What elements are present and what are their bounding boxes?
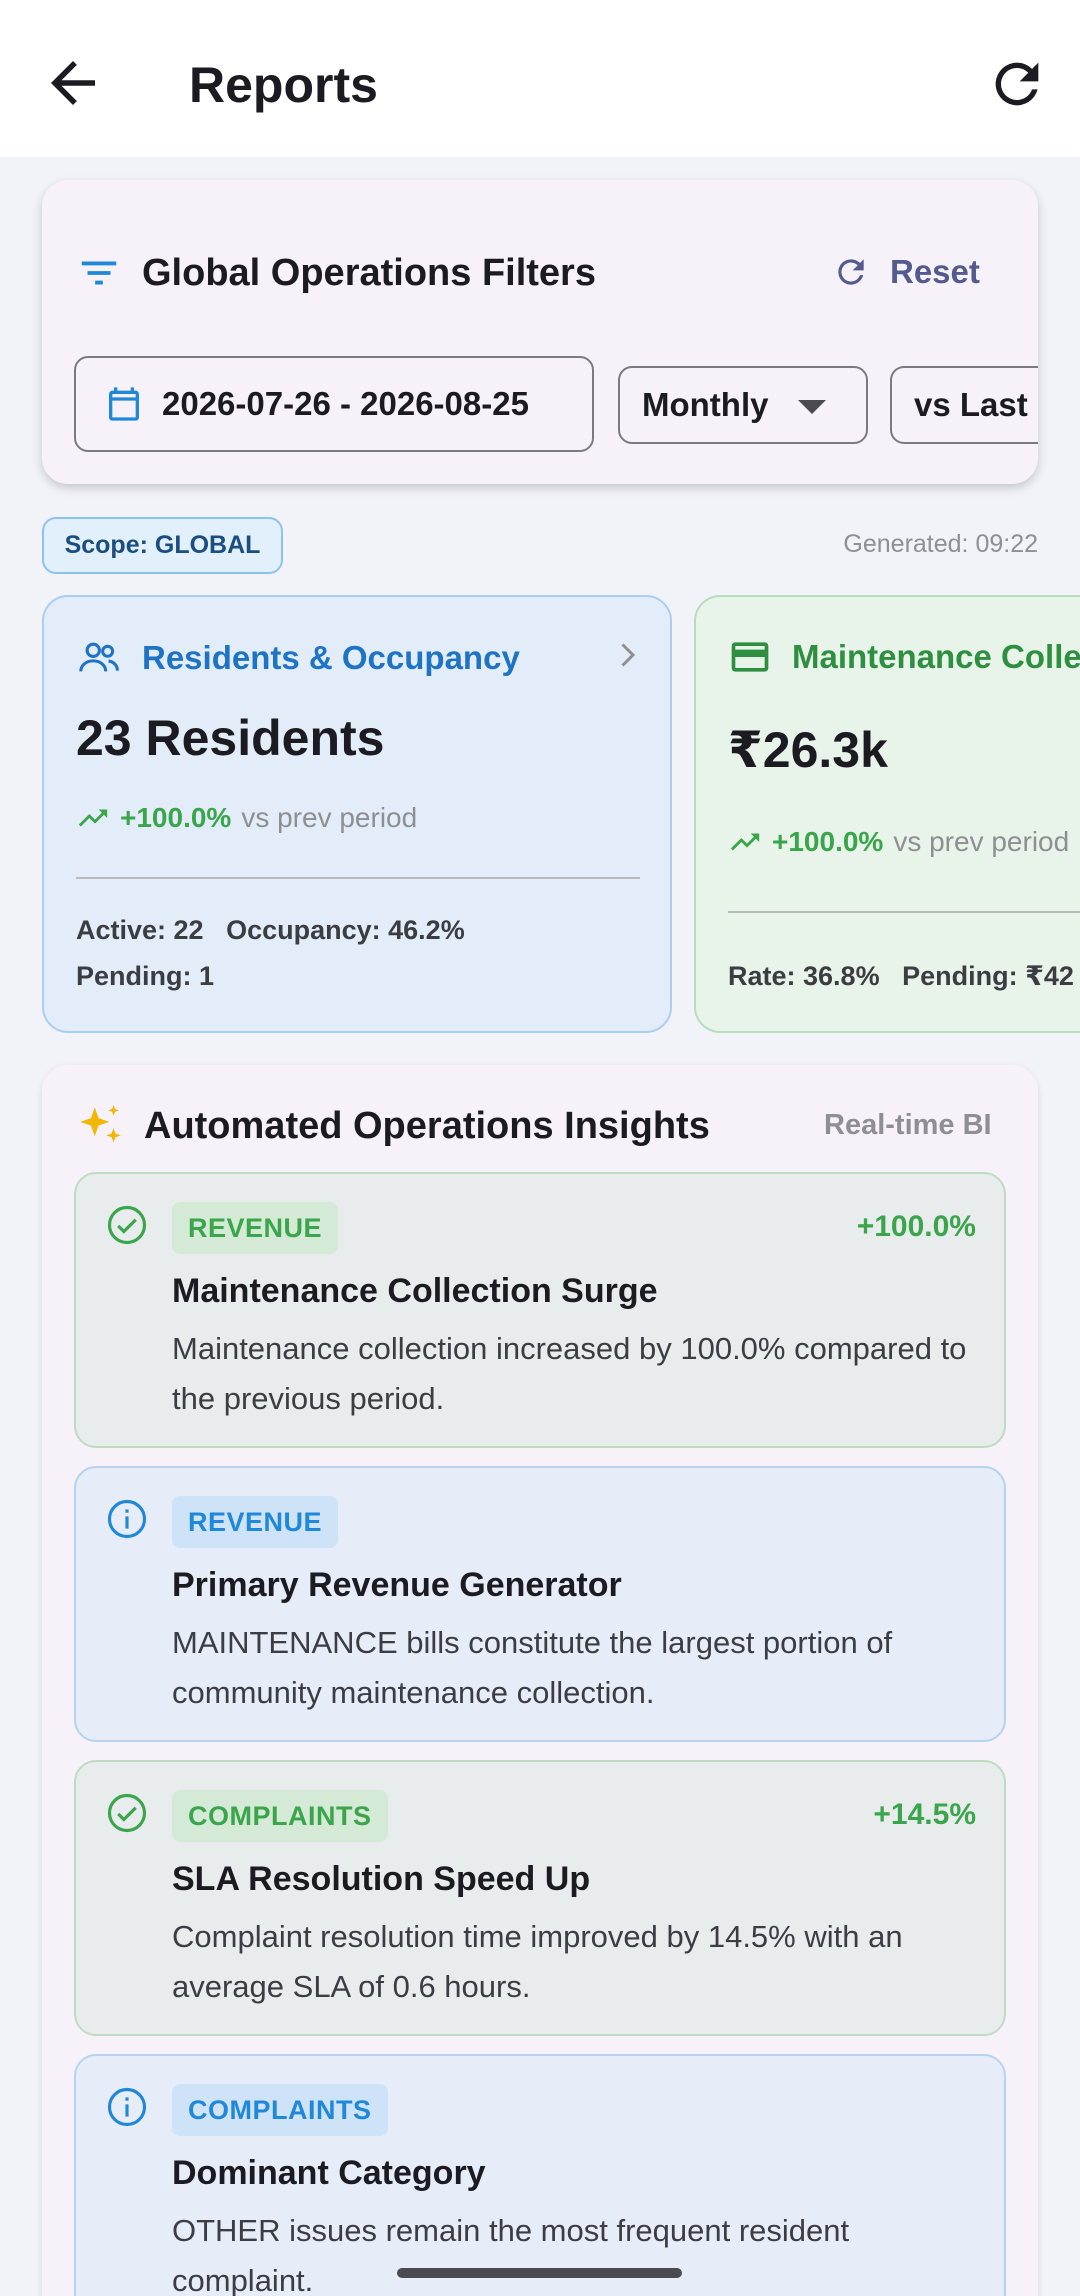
filter-icon	[81, 261, 117, 285]
residents-value: 23 Residents	[76, 710, 385, 766]
insights-card: Automated Operations Insights Real-time …	[42, 1065, 1038, 2296]
credit-card-icon	[731, 642, 769, 672]
back-arrow-icon[interactable]	[40, 50, 106, 116]
people-icon	[79, 642, 119, 672]
scope-badge: Scope: GLOBAL	[42, 517, 283, 574]
insight-card[interactable]: COMPLAINTS Dominant Category OTHER issue…	[74, 2054, 1006, 2296]
category-badge: REVENUE	[172, 1202, 339, 1254]
trending-up-icon	[78, 809, 108, 827]
insight-description: OTHER issues remain the most frequent re…	[172, 2213, 850, 2296]
check-circle-icon	[107, 1793, 147, 1833]
residents-trend-label: vs prev period	[241, 802, 418, 833]
residents-metric-card[interactable]: Residents & Occupancy 23 Residents +100.…	[42, 595, 672, 1033]
maintenance-trend-label: vs prev period	[893, 826, 1070, 857]
insight-title: SLA Resolution Speed Up	[172, 1860, 591, 1898]
insight-card[interactable]: REVENUE Primary Revenue Generator MAINTE…	[74, 1466, 1006, 1742]
info-icon	[107, 2087, 147, 2127]
residents-card-title: Residents & Occupancy	[142, 639, 520, 676]
reset-label: Reset	[890, 253, 980, 290]
check-circle-icon	[107, 1205, 147, 1245]
category-badge: REVENUE	[172, 1496, 339, 1548]
stat-pending: Pending: 1	[76, 961, 215, 991]
insight-title: Dominant Category	[172, 2154, 486, 2192]
filters-card: Global Operations Filters Reset 2026-07-…	[42, 180, 1038, 484]
reset-icon	[838, 259, 864, 285]
sparkle-icon	[80, 1105, 121, 1143]
reset-button[interactable]: Reset	[832, 246, 980, 298]
maintenance-value: ₹26.3k	[728, 722, 888, 778]
divider	[728, 911, 1080, 913]
stat-pending-amount: Pending: ₹42	[902, 961, 1074, 991]
insights-title: Automated Operations Insights	[144, 1104, 710, 1147]
stat-active: Active: 22	[76, 915, 204, 945]
calendar-icon	[109, 387, 139, 421]
compare-dropdown[interactable]: vs Last Period	[890, 366, 1038, 444]
insight-change: +100.0%	[856, 1210, 976, 1243]
insight-card[interactable]: REVENUE +100.0% Maintenance Collection S…	[74, 1172, 1006, 1448]
insight-description: Complaint resolution time improved by 14…	[172, 1919, 903, 2004]
insight-title: Maintenance Collection Surge	[172, 1272, 658, 1310]
dropdown-caret-icon	[798, 400, 826, 414]
insight-description: MAINTENANCE bills constitute the largest…	[172, 1625, 893, 1710]
stat-occupancy: Occupancy: 46.2%	[226, 915, 465, 945]
category-badge: COMPLAINTS	[172, 2084, 388, 2136]
maintenance-card-title: Maintenance Collection	[792, 638, 1080, 675]
home-indicator[interactable]	[397, 2268, 682, 2278]
period-dropdown[interactable]: Monthly	[618, 366, 868, 444]
insight-title: Primary Revenue Generator	[172, 1566, 622, 1604]
realtime-tag: Real-time BI	[824, 1109, 992, 1141]
stat-rate: Rate: 36.8%	[728, 961, 880, 991]
residents-trend-pct: +100.0%	[120, 802, 232, 833]
refresh-icon[interactable]	[985, 52, 1049, 116]
trending-up-icon	[730, 833, 760, 851]
page-title: Reports	[189, 57, 378, 113]
app-bar: Reports	[0, 0, 1080, 157]
chevron-right-icon	[621, 643, 636, 667]
compare-value: vs Last Period	[914, 386, 1034, 423]
maintenance-stats-row: Rate: 36.8% Pending: ₹42	[728, 961, 1074, 992]
insight-card[interactable]: COMPLAINTS +14.5% SLA Resolution Speed U…	[74, 1760, 1006, 2036]
maintenance-trend-pct: +100.0%	[772, 826, 884, 857]
divider	[76, 877, 640, 879]
date-range-value: 2026-07-26 - 2026-08-25	[162, 385, 529, 422]
insight-change: +14.5%	[873, 1798, 976, 1831]
generated-time: Generated: 09:22	[843, 530, 1038, 558]
filters-title: Global Operations Filters	[142, 252, 596, 294]
period-value: Monthly	[642, 386, 769, 423]
category-badge: COMPLAINTS	[172, 1790, 388, 1842]
insight-description: Maintenance collection increased by 100.…	[172, 1331, 967, 1416]
date-range-picker[interactable]: 2026-07-26 - 2026-08-25	[74, 356, 594, 452]
info-icon	[107, 1499, 147, 1539]
residents-stats-row: Active: 22 Occupancy: 46.2%	[76, 915, 465, 946]
maintenance-metric-card[interactable]: Maintenance Collection ₹26.3k +100.0% vs…	[694, 595, 1080, 1033]
